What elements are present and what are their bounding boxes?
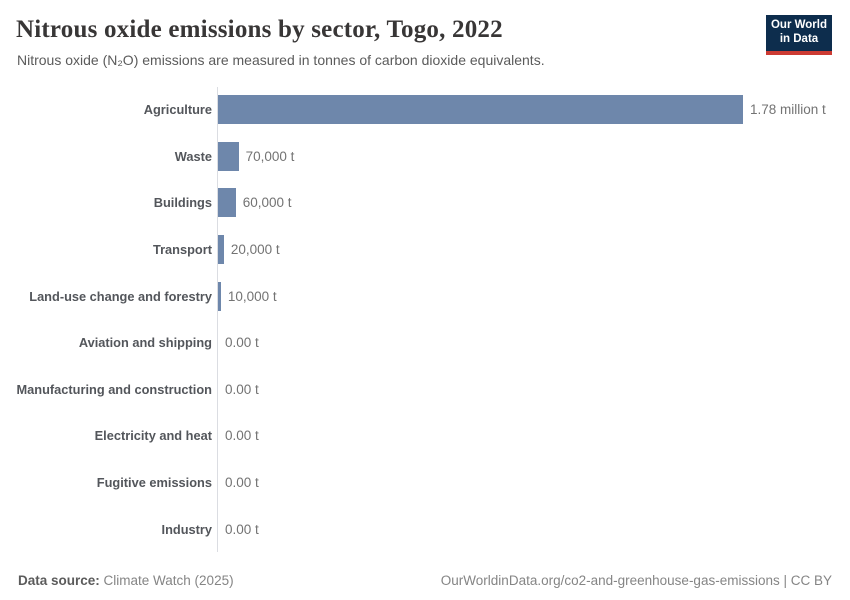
- license-label: | CC BY: [779, 573, 832, 588]
- bar-track: 20,000 t: [217, 226, 850, 273]
- bar-category-label: Land-use change and forestry: [29, 288, 212, 304]
- bar-track: 0.00 t: [217, 412, 850, 460]
- bar-track: 0.00 t: [217, 459, 850, 506]
- bar-category-label: Electricity and heat: [94, 428, 212, 444]
- credit: OurWorldinData.org/co2-and-greenhouse-ga…: [441, 573, 832, 588]
- owid-url-link[interactable]: OurWorldinData.org/co2-and-greenhouse-ga…: [440, 573, 780, 588]
- owid-logo-line2: in Data: [779, 32, 819, 45]
- bar-value-label: 0.00 t: [225, 335, 259, 351]
- bar-category-label: Fugitive emissions: [96, 475, 212, 491]
- bar-category-label: Manufacturing and construction: [16, 381, 212, 397]
- bar-row[interactable]: Land-use change and forestry 10,000 t: [0, 272, 850, 320]
- bar-value-label: 0.00 t: [225, 521, 259, 537]
- chart-footer: Data source: Climate Watch (2025) OurWor…: [18, 573, 832, 588]
- bar-value-label: 0.00 t: [225, 381, 259, 397]
- bar-track: 0.00 t: [217, 366, 850, 413]
- bar-value-label: 0.00 t: [225, 428, 259, 444]
- chart-subtitle: Nitrous oxide (N₂O) emissions are measur…: [17, 52, 545, 68]
- bar[interactable]: [218, 281, 221, 311]
- bar[interactable]: [218, 95, 743, 125]
- data-source-value: Climate Watch (2025): [99, 573, 234, 588]
- bar-row[interactable]: Waste 70,000 t: [0, 133, 850, 180]
- owid-logo[interactable]: Our World in Data: [766, 15, 832, 55]
- bar-track: 0.00 t: [217, 319, 850, 367]
- bar-row[interactable]: Transport 20,000 t: [0, 226, 850, 273]
- bar-value-label: 70,000 t: [245, 148, 295, 164]
- bar-row[interactable]: Electricity and heat 0.00 t: [0, 412, 850, 460]
- bar-value-label: 10,000 t: [227, 288, 277, 304]
- data-source-label: Data source:: [18, 573, 100, 588]
- bar-category-label: Aviation and shipping: [78, 335, 212, 351]
- bar-row[interactable]: Fugitive emissions 0.00 t: [0, 459, 850, 506]
- bar[interactable]: [218, 141, 239, 171]
- bar-track: 60,000 t: [217, 179, 850, 227]
- data-source: Data source: Climate Watch (2025): [18, 573, 234, 588]
- bar-row[interactable]: Aviation and shipping 0.00 t: [0, 319, 850, 367]
- bar-track: 1.78 million t: [217, 86, 850, 134]
- chart-title: Nitrous oxide emissions by sector, Togo,…: [16, 16, 503, 43]
- bar-track: 70,000 t: [217, 133, 850, 180]
- bar-row[interactable]: Buildings 60,000 t: [0, 179, 850, 227]
- bar-track: 10,000 t: [217, 272, 850, 320]
- bar-row[interactable]: Manufacturing and construction 0.00 t: [0, 366, 850, 413]
- bar-category-label: Buildings: [153, 195, 212, 211]
- bar[interactable]: [218, 235, 224, 265]
- bar-category-label: Agriculture: [143, 102, 212, 118]
- bar[interactable]: [218, 188, 236, 218]
- bar-category-label: Waste: [174, 148, 212, 164]
- bar-row[interactable]: Industry 0.00 t: [0, 505, 850, 553]
- bar-chart: Agriculture 1.78 million t Waste 70,000 …: [0, 86, 850, 553]
- bar-value-label: 60,000 t: [242, 195, 292, 211]
- bar-row[interactable]: Agriculture 1.78 million t: [0, 86, 850, 134]
- bar-track: 0.00 t: [217, 505, 850, 553]
- bar-category-label: Industry: [161, 521, 212, 537]
- bar-value-label: 0.00 t: [225, 475, 259, 491]
- chart-header: Nitrous oxide emissions by sector, Togo,…: [0, 0, 850, 70]
- chart-titles: Nitrous oxide emissions by sector, Togo,…: [16, 15, 545, 70]
- bar-value-label: 20,000 t: [230, 242, 280, 258]
- bar-value-label: 1.78 million t: [750, 102, 826, 118]
- owid-logo-line1: Our World: [770, 19, 827, 31]
- bar-category-label: Transport: [152, 242, 212, 258]
